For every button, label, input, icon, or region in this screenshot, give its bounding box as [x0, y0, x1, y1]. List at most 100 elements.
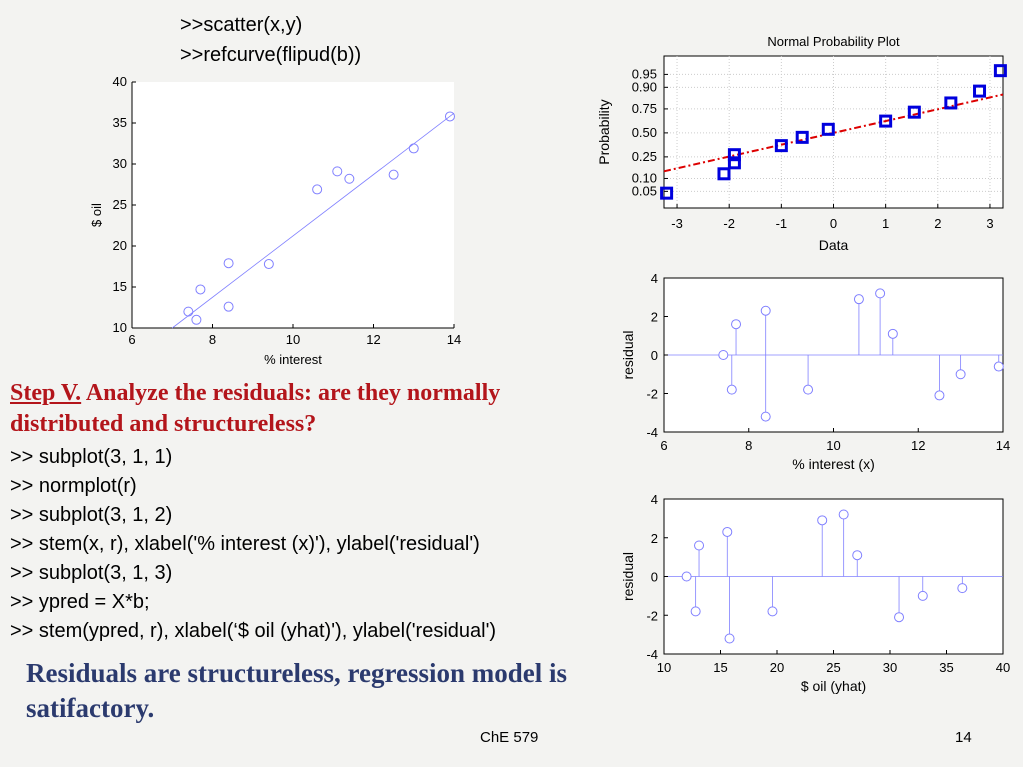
code-line: >>refcurve(flipud(b)): [180, 44, 362, 66]
x-tick-label: 0: [830, 216, 837, 231]
stem-marker: [993, 361, 1004, 372]
x-tick-label: 1: [882, 216, 889, 231]
y-axis-label: residual: [620, 552, 636, 601]
y-tick-label: 15: [113, 279, 127, 294]
code-line: >> subplot(3, 1, 2): [10, 504, 173, 526]
data-point: [795, 130, 809, 144]
stem-marker: [817, 515, 828, 526]
y-tick-label: 30: [113, 156, 127, 171]
stem-marker: [957, 583, 968, 594]
stem-marker: [887, 328, 898, 339]
data-point: [344, 173, 355, 184]
page-number: 14: [955, 729, 972, 746]
x-tick-label: 10: [286, 332, 300, 347]
y-tick-label: 35: [113, 115, 127, 130]
y-tick-label: 0.90: [632, 79, 657, 94]
plot-area: [132, 82, 454, 328]
stem-marker: [690, 606, 701, 617]
stem-marker: [838, 509, 849, 520]
stem-marker: [760, 305, 771, 316]
footer-course: ChE 579: [480, 729, 539, 746]
x-axis-label: Data: [819, 237, 849, 253]
data-point: [907, 105, 921, 119]
x-tick-label: 12: [911, 438, 925, 453]
code-line: >> subplot(3, 1, 3): [10, 562, 173, 584]
x-tick-label: 12: [366, 332, 380, 347]
x-tick-label: 35: [939, 660, 953, 675]
y-axis-label: Probability: [596, 99, 612, 164]
stem-marker: [731, 319, 742, 330]
step-heading: Step V. Analyze the residuals: are they …: [10, 378, 570, 440]
y-tick-label: -2: [646, 387, 658, 402]
conclusion-text: Residuals are structureless, regression …: [26, 658, 567, 723]
data-point: [408, 143, 419, 154]
x-axis-label: % interest: [264, 352, 322, 367]
code-block: >> subplot(3, 1, 1) >> normplot(r) >> su…: [10, 443, 496, 646]
x-axis-label: $ oil (yhat): [801, 678, 866, 694]
stem-marker: [724, 633, 735, 644]
y-tick-label: 0: [651, 570, 658, 585]
y-tick-label: -4: [646, 647, 658, 662]
data-point: [774, 139, 788, 153]
stem-marker: [894, 612, 905, 623]
chart-title: Normal Probability Plot: [767, 34, 900, 49]
data-point: [312, 184, 323, 195]
data-point: [183, 306, 194, 317]
y-axis-label: $ oil: [89, 203, 104, 227]
y-tick-label: 0.95: [632, 66, 657, 81]
y-tick-label: -4: [646, 425, 658, 440]
top-code: >>scatter(x,y) >>refcurve(flipud(b)): [180, 10, 361, 70]
code-line: >> subplot(3, 1, 1): [10, 446, 173, 468]
y-tick-label: 0.10: [632, 170, 657, 185]
x-tick-label: 2: [934, 216, 941, 231]
x-tick-label: 10: [826, 438, 840, 453]
code-line: >> stem(ypred, r), xlabel(‘$ oil (yhat)'…: [10, 620, 497, 642]
x-tick-label: 8: [745, 438, 752, 453]
x-tick-label: 3: [986, 216, 993, 231]
x-tick-label: 8: [209, 332, 216, 347]
y-tick-label: 0.05: [632, 183, 657, 198]
data-point: [727, 148, 741, 162]
x-tick-label: 20: [770, 660, 784, 675]
y-tick-label: 2: [651, 310, 658, 325]
step-text: Analyze the residuals: are they normally…: [10, 380, 501, 437]
step-label: Step V.: [10, 380, 82, 406]
stem-marker: [726, 384, 737, 395]
y-axis-label: residual: [620, 330, 636, 379]
y-tick-label: -2: [646, 608, 658, 623]
stem-marker: [852, 550, 863, 561]
y-tick-label: 0.75: [632, 101, 657, 116]
y-tick-label: 4: [651, 271, 658, 286]
data-point: [717, 167, 731, 181]
data-point: [388, 169, 399, 180]
y-tick-label: 20: [113, 238, 127, 253]
stem-marker: [767, 606, 778, 617]
y-tick-label: 4: [651, 492, 658, 507]
x-tick-label: 25: [826, 660, 840, 675]
x-tick-label: 30: [883, 660, 897, 675]
data-point: [263, 259, 274, 270]
x-tick-label: 14: [996, 438, 1010, 453]
stem-marker: [934, 390, 945, 401]
data-point: [993, 64, 1007, 78]
x-tick-label: 15: [713, 660, 727, 675]
stem-marker: [694, 540, 705, 551]
code-line: >>scatter(x,y): [180, 14, 303, 36]
stem-marker: [722, 526, 733, 537]
x-tick-label: -3: [671, 216, 683, 231]
stem-marker: [853, 294, 864, 305]
x-tick-label: 40: [996, 660, 1010, 675]
data-point: [879, 114, 893, 128]
x-tick-label: -2: [723, 216, 735, 231]
x-axis-label: % interest (x): [792, 456, 874, 472]
y-tick-label: 25: [113, 197, 127, 212]
x-tick-label: 6: [128, 332, 135, 347]
stem-marker: [760, 411, 771, 422]
stem-marker: [718, 350, 729, 360]
y-tick-label: 2: [651, 531, 658, 546]
x-tick-label: 10: [657, 660, 671, 675]
